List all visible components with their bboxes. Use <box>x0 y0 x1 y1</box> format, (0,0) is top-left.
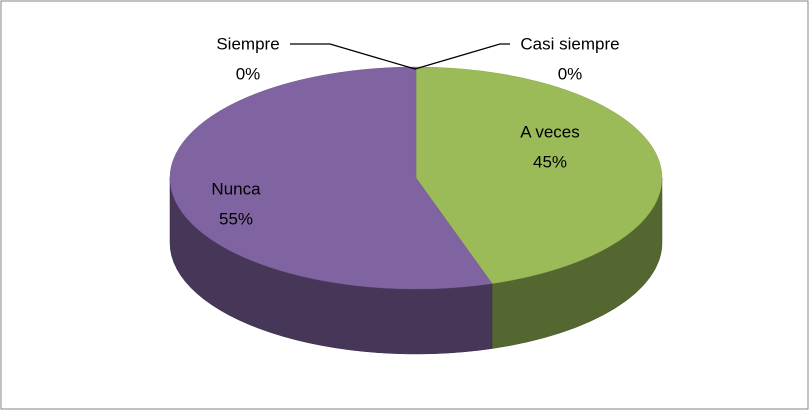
slice-label-name: Siempre <box>216 34 279 53</box>
leader-line <box>414 43 510 70</box>
slice-label-value: 0% <box>558 64 583 83</box>
slice-label-value: 55% <box>219 209 253 228</box>
slice-label-value: 45% <box>533 152 567 171</box>
slice-label-name: Nunca <box>211 179 261 198</box>
pie-slice <box>169 66 493 290</box>
slice-label-name: A veces <box>520 122 580 141</box>
leader-line <box>290 43 416 70</box>
pie-slice <box>415 66 663 284</box>
slice-label-name: Casi siempre <box>520 34 619 53</box>
pie-labels: Siempre 0% Casi siempre 0% A veces 45% Nunca 55… <box>211 34 619 228</box>
pie-tops <box>169 66 663 290</box>
slice-label-value: 0% <box>236 64 261 83</box>
